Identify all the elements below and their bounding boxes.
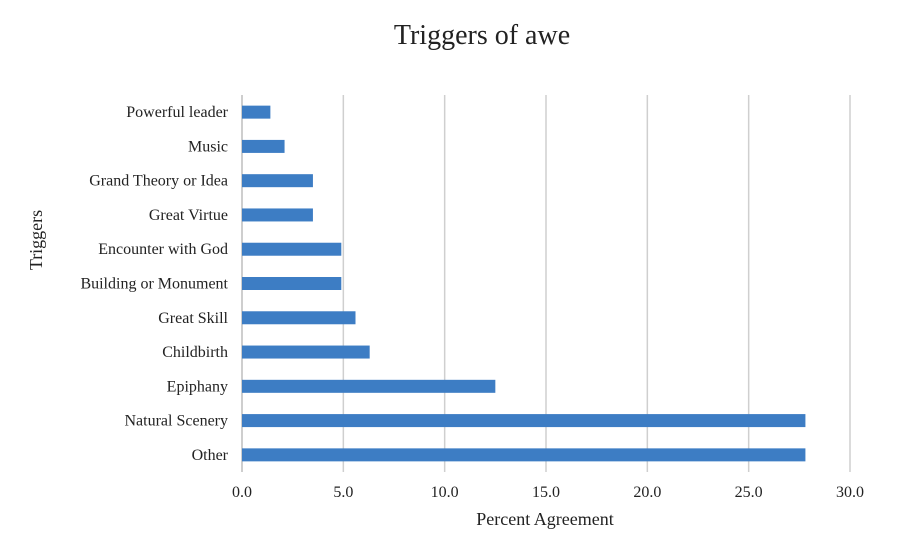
y-tick-label: Building or Monument: [80, 276, 228, 293]
y-tick-label: Powerful leader: [126, 104, 228, 121]
x-tick-label: 20.0: [633, 484, 661, 501]
x-tick-label: 15.0: [532, 484, 560, 501]
bar: [242, 105, 271, 119]
x-axis-label: Percent Agreement: [476, 509, 613, 529]
x-tick-labels: 0.0 5.0 10.0 15.0 20.0 25.0 30.0: [232, 484, 864, 501]
y-tick-label: Great Skill: [158, 310, 228, 327]
bar: [242, 277, 342, 290]
bar: [242, 448, 806, 462]
y-tick-label: Childbirth: [162, 344, 228, 361]
y-tick-label: Encounter with God: [98, 241, 228, 258]
x-tick-label: 10.0: [431, 484, 459, 501]
bar: [242, 311, 356, 325]
grid-layer: [241, 95, 851, 472]
y-tick-label: Epiphany: [167, 378, 228, 395]
bar: [242, 414, 806, 428]
x-tick-label: 25.0: [735, 484, 763, 501]
x-tick-label: 30.0: [836, 484, 864, 501]
bar: [242, 174, 313, 188]
bars-layer: [242, 105, 806, 462]
bar: [242, 379, 496, 393]
x-tick-label: 5.0: [333, 484, 353, 501]
x-tick-label: 0.0: [232, 484, 252, 501]
bar: [242, 208, 313, 222]
y-tick-labels: Powerful leader Music Grand Theory or Idea…: [80, 104, 228, 464]
bar: [242, 242, 342, 256]
bar: [242, 139, 285, 153]
y-axis-label: Triggers: [26, 210, 46, 270]
y-tick-label: Music: [188, 138, 228, 155]
y-tick-label: Other: [192, 447, 229, 464]
chart-title: Triggers of awe: [394, 20, 570, 51]
y-tick-label: Natural Scenery: [124, 413, 228, 430]
bar: [242, 345, 370, 359]
y-tick-label: Grand Theory or Idea: [89, 173, 228, 190]
y-tick-label: Great Virtue: [149, 207, 228, 224]
